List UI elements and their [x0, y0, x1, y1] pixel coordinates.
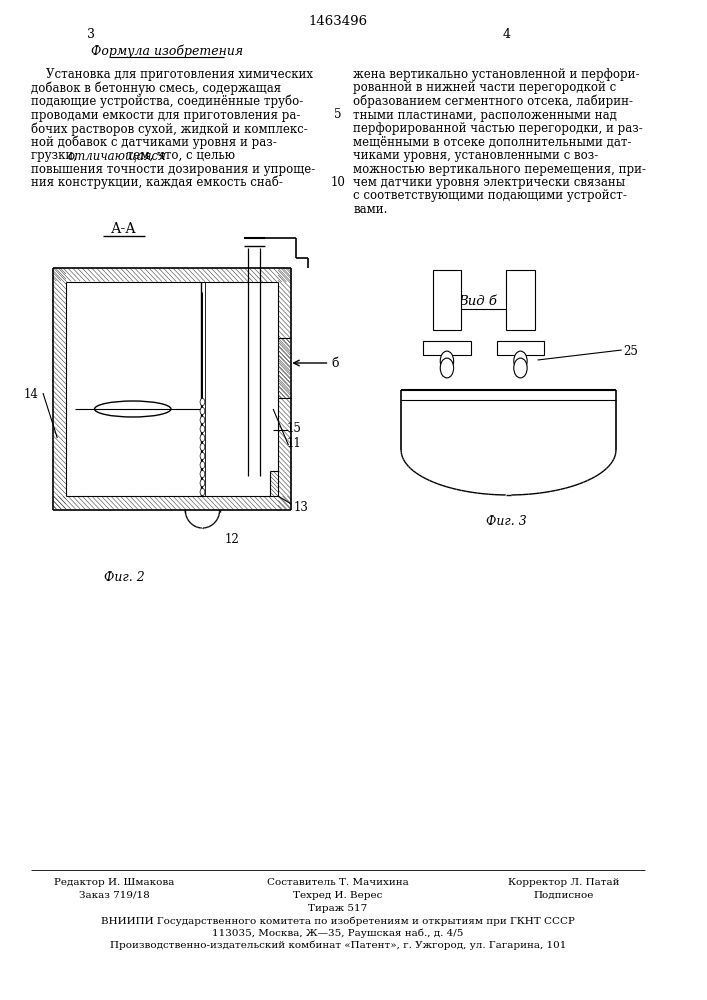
Text: 13: 13	[293, 501, 308, 514]
Text: А-А: А-А	[111, 222, 137, 236]
Text: грузки,: грузки,	[30, 149, 81, 162]
Circle shape	[514, 351, 527, 371]
Text: Техред И. Верес: Техред И. Верес	[293, 891, 382, 900]
Text: б: б	[332, 357, 339, 370]
Circle shape	[440, 300, 454, 320]
Text: Подписное: Подписное	[533, 891, 594, 900]
Circle shape	[200, 416, 205, 424]
Text: 12: 12	[224, 533, 239, 546]
Text: 4: 4	[502, 28, 510, 41]
Text: Фиг. 2: Фиг. 2	[104, 571, 144, 584]
Text: проводами емкости для приготовления ра-: проводами емкости для приготовления ра-	[30, 108, 300, 121]
Text: 14: 14	[24, 388, 39, 401]
Circle shape	[200, 488, 205, 496]
Text: Вид б: Вид б	[458, 295, 497, 308]
Circle shape	[200, 470, 205, 478]
Text: 113035, Москва, Ж—35, Раушская наб., д. 4/5: 113035, Москва, Ж—35, Раушская наб., д. …	[212, 928, 464, 938]
Text: Тираж 517: Тираж 517	[308, 904, 368, 913]
Bar	[423, 341, 471, 355]
Text: мещёнными в отсеке дополнительными дат-: мещёнными в отсеке дополнительными дат-	[354, 135, 632, 148]
Text: Редактор И. Шмакова: Редактор И. Шмакова	[54, 878, 175, 887]
Text: бочих растворов сухой, жидкой и комплекс-: бочих растворов сухой, жидкой и комплекс…	[30, 122, 308, 135]
Text: Установка для приготовления химических: Установка для приготовления химических	[30, 68, 312, 81]
Text: повышения точности дозирования и упроще-: повышения точности дозирования и упроще-	[30, 162, 315, 176]
Text: тем, что, с целью: тем, что, с целью	[123, 149, 235, 162]
Text: чем датчики уровня электрически связаны: чем датчики уровня электрически связаны	[354, 176, 626, 189]
Circle shape	[200, 425, 205, 433]
Text: 5: 5	[334, 108, 341, 121]
Circle shape	[200, 461, 205, 469]
Text: 1463496: 1463496	[308, 15, 368, 28]
Text: Составитель Т. Мачихина: Составитель Т. Мачихина	[267, 878, 409, 887]
Circle shape	[440, 358, 454, 378]
Text: ВНИИПИ Государственного комитета по изобретениям и открытиям при ГКНТ СССР: ВНИИПИ Государственного комитета по изоб…	[101, 916, 575, 926]
Text: рованной в нижней части перегородкой с: рованной в нижней части перегородкой с	[354, 82, 617, 95]
Text: можностью вертикального перемещения, при-: можностью вертикального перемещения, при…	[354, 162, 646, 176]
Circle shape	[200, 443, 205, 451]
Text: 3: 3	[87, 28, 95, 41]
Circle shape	[514, 300, 527, 320]
Text: перфорированной частью перегородки, и раз-: перфорированной частью перегородки, и ра…	[354, 122, 643, 135]
Text: Корректор Л. Патай: Корректор Л. Патай	[508, 878, 619, 887]
Text: Производственно-издательский комбинат «Патент», г. Ужгород, ул. Гагарина, 101: Производственно-издательский комбинат «П…	[110, 940, 566, 949]
Text: вами.: вами.	[354, 203, 387, 216]
Circle shape	[200, 434, 205, 442]
Circle shape	[200, 398, 205, 406]
Circle shape	[200, 407, 205, 415]
Circle shape	[200, 452, 205, 460]
Text: добавок в бетонную смесь, содержащая: добавок в бетонную смесь, содержащая	[30, 82, 281, 95]
Text: 10: 10	[331, 176, 346, 189]
Text: 11: 11	[286, 437, 301, 450]
Text: Формула изобретения: Формула изобретения	[91, 44, 243, 57]
Text: 15: 15	[286, 422, 301, 435]
Text: чиками уровня, установленными с воз-: чиками уровня, установленными с воз-	[354, 149, 599, 162]
Circle shape	[200, 479, 205, 487]
Ellipse shape	[95, 401, 171, 417]
Text: тными пластинами, расположенными над: тными пластинами, расположенными над	[354, 108, 617, 121]
Circle shape	[514, 358, 527, 378]
Text: ной добавок с датчиками уровня и раз-: ной добавок с датчиками уровня и раз-	[30, 135, 276, 149]
Bar	[496, 341, 544, 355]
Text: Заказ 719/18: Заказ 719/18	[79, 891, 150, 900]
Text: жена вертикально установленной и перфори-: жена вертикально установленной и перфори…	[354, 68, 640, 81]
Bar	[433, 270, 461, 330]
Text: Фиг. 3: Фиг. 3	[486, 515, 527, 528]
Circle shape	[440, 351, 454, 371]
Text: отличающаяся: отличающаяся	[68, 149, 166, 162]
Text: ния конструкции, каждая емкость снаб-: ния конструкции, каждая емкость снаб-	[30, 176, 282, 189]
Text: с соответствующими подающими устройст-: с соответствующими подающими устройст-	[354, 190, 627, 202]
Text: образованием сегментного отсека, лабирин-: образованием сегментного отсека, лабирин…	[354, 95, 633, 108]
Text: подающие устройства, соединённые трубо-: подающие устройства, соединённые трубо-	[30, 95, 303, 108]
Bar	[506, 270, 534, 330]
Text: 25: 25	[624, 345, 638, 358]
